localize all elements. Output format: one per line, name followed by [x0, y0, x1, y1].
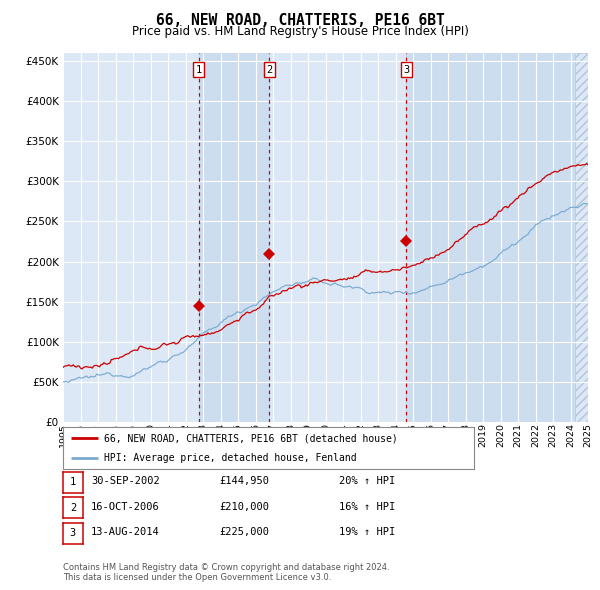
Text: £144,950: £144,950	[219, 476, 269, 486]
Text: Price paid vs. HM Land Registry's House Price Index (HPI): Price paid vs. HM Land Registry's House …	[131, 25, 469, 38]
Text: 16-OCT-2006: 16-OCT-2006	[91, 502, 160, 512]
Text: 3: 3	[403, 65, 409, 75]
Bar	[575, 53, 588, 422]
Text: 30-SEP-2002: 30-SEP-2002	[91, 476, 160, 486]
Text: £210,000: £210,000	[219, 502, 269, 512]
Text: 3: 3	[70, 528, 76, 538]
Text: 66, NEW ROAD, CHATTERIS, PE16 6BT: 66, NEW ROAD, CHATTERIS, PE16 6BT	[155, 13, 445, 28]
Bar	[406, 53, 575, 422]
Text: 2: 2	[70, 503, 76, 513]
Text: 1: 1	[70, 477, 76, 487]
Text: £225,000: £225,000	[219, 527, 269, 537]
Text: 16% ↑ HPI: 16% ↑ HPI	[339, 502, 395, 512]
Text: Contains HM Land Registry data © Crown copyright and database right 2024.
This d: Contains HM Land Registry data © Crown c…	[63, 563, 389, 582]
Text: 19% ↑ HPI: 19% ↑ HPI	[339, 527, 395, 537]
Bar	[199, 53, 269, 422]
Text: HPI: Average price, detached house, Fenland: HPI: Average price, detached house, Fenl…	[104, 453, 357, 463]
Text: 66, NEW ROAD, CHATTERIS, PE16 6BT (detached house): 66, NEW ROAD, CHATTERIS, PE16 6BT (detac…	[104, 433, 398, 443]
Bar	[575, 53, 588, 422]
Text: 2: 2	[266, 65, 272, 75]
Text: 20% ↑ HPI: 20% ↑ HPI	[339, 476, 395, 486]
Text: 13-AUG-2014: 13-AUG-2014	[91, 527, 160, 537]
Text: 1: 1	[196, 65, 202, 75]
